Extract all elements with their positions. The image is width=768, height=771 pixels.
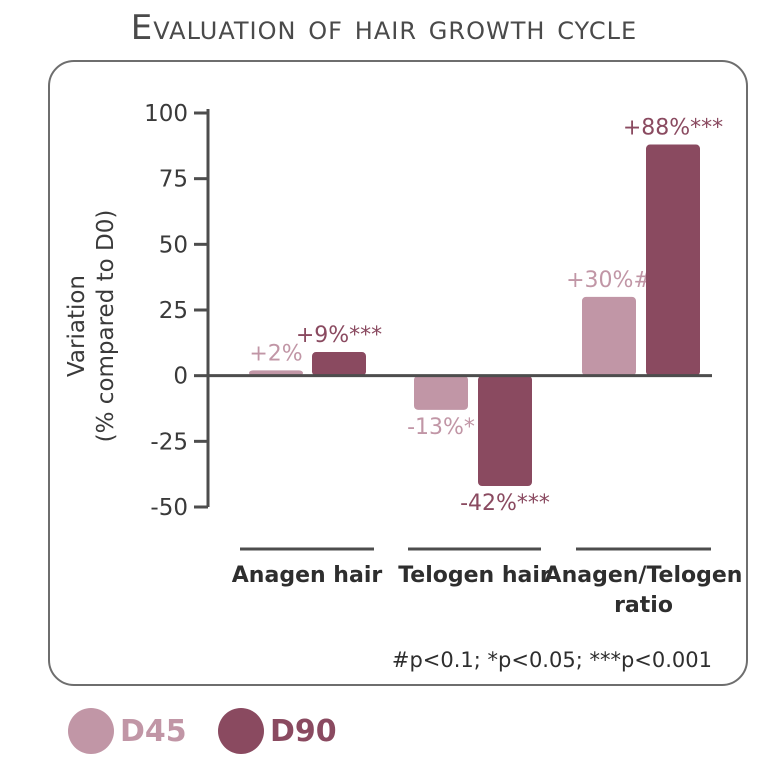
- category-label: ratio: [614, 593, 673, 618]
- footnote: #p<0.1; *p<0.05; ***p<0.001: [392, 648, 712, 672]
- y-tick-label: 75: [159, 167, 188, 193]
- category-label: Anagen hair: [232, 563, 383, 588]
- y-axis-title: Variation: [64, 275, 90, 377]
- y-tick-label: 50: [159, 232, 188, 258]
- y-tick-label: -25: [150, 429, 188, 455]
- legend-label-d90: D90: [270, 713, 337, 749]
- y-tick-label: 0: [173, 364, 188, 390]
- bar-d90-0: [312, 352, 366, 376]
- data-label-d45-0: +2%: [249, 341, 302, 366]
- legend-swatch-d90: [218, 708, 264, 754]
- data-label-d90-0: +9%***: [296, 323, 382, 348]
- bar-d45-1: [414, 375, 468, 410]
- legend-item-d45: D45: [68, 706, 187, 756]
- category-label: Anagen/Telogen: [545, 563, 743, 588]
- legend-label-d45: D45: [120, 713, 187, 749]
- legend-swatch-d45: [68, 708, 114, 754]
- legend-item-d90: D90: [218, 706, 337, 756]
- chart-frame: [48, 60, 748, 686]
- chart-title: Evaluation of hair growth cycle: [130, 8, 638, 48]
- y-tick-label: 25: [159, 298, 188, 324]
- data-label-d90-1: -42%***: [460, 491, 550, 516]
- bar-d90-1: [478, 375, 532, 486]
- y-tick-label: 100: [144, 101, 188, 127]
- y-tick-label: -50: [150, 495, 188, 521]
- data-label-d90-2: +88%***: [623, 116, 723, 141]
- bar-d90-2: [646, 144, 700, 376]
- data-label-d45-1: -13%*: [407, 415, 475, 440]
- category-label: Telogen hair: [398, 563, 551, 588]
- y-axis-title: (% compared to D0): [93, 210, 119, 443]
- data-label-d45-2: +30%#: [566, 268, 652, 293]
- bar-d45-2: [582, 296, 636, 376]
